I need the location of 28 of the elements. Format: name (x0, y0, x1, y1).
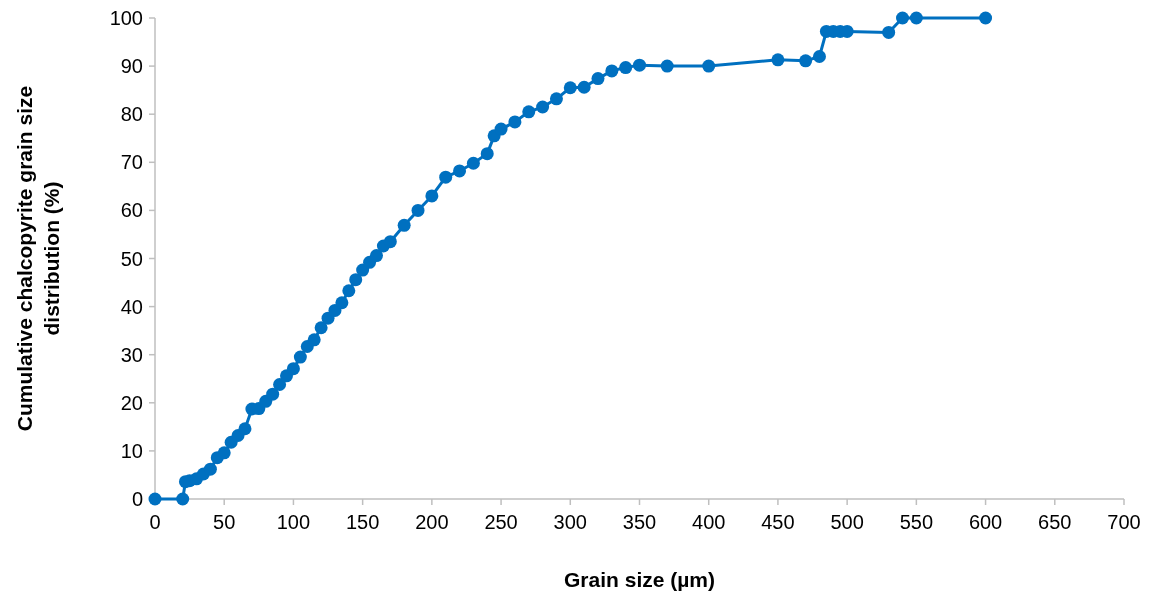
x-tick-label: 250 (484, 511, 518, 533)
x-tick-label: 0 (149, 511, 161, 533)
x-tick-label: 100 (276, 511, 311, 533)
x-tick-label: 150 (345, 511, 380, 533)
y-tick-label: 60 (120, 199, 143, 222)
y-tick-label: 10 (120, 439, 143, 462)
y-tick-label: 40 (120, 295, 143, 318)
y-tick-label: 30 (120, 343, 143, 366)
x-tick-label: 700 (1107, 511, 1141, 533)
y-tick-label: 100 (109, 7, 143, 29)
x-tick-label: 50 (213, 511, 236, 533)
x-tick-label: 500 (830, 511, 864, 533)
x-tick-label: 200 (415, 511, 449, 533)
y-tick-label: 70 (120, 151, 143, 174)
x-tick-label: 650 (1038, 511, 1072, 533)
x-tick-label: 400 (692, 511, 726, 533)
x-axis-title: Grain size (µm) (564, 568, 715, 591)
y-axis-title: Cumulative chalcopyrite grain size distribution (%) (13, 85, 63, 432)
x-tick-label: 550 (899, 511, 934, 533)
y-tick-label: 50 (120, 247, 143, 270)
y-tick-label: 90 (120, 55, 143, 78)
x-tick-label: 350 (622, 511, 657, 533)
y-tick-label: 0 (131, 488, 143, 510)
x-tick-label: 450 (761, 511, 795, 533)
y-tick-label: 20 (120, 391, 143, 414)
x-tick-label: 300 (553, 511, 587, 533)
x-tick-label: 600 (968, 511, 1003, 533)
y-tick-label: 80 (120, 103, 143, 126)
